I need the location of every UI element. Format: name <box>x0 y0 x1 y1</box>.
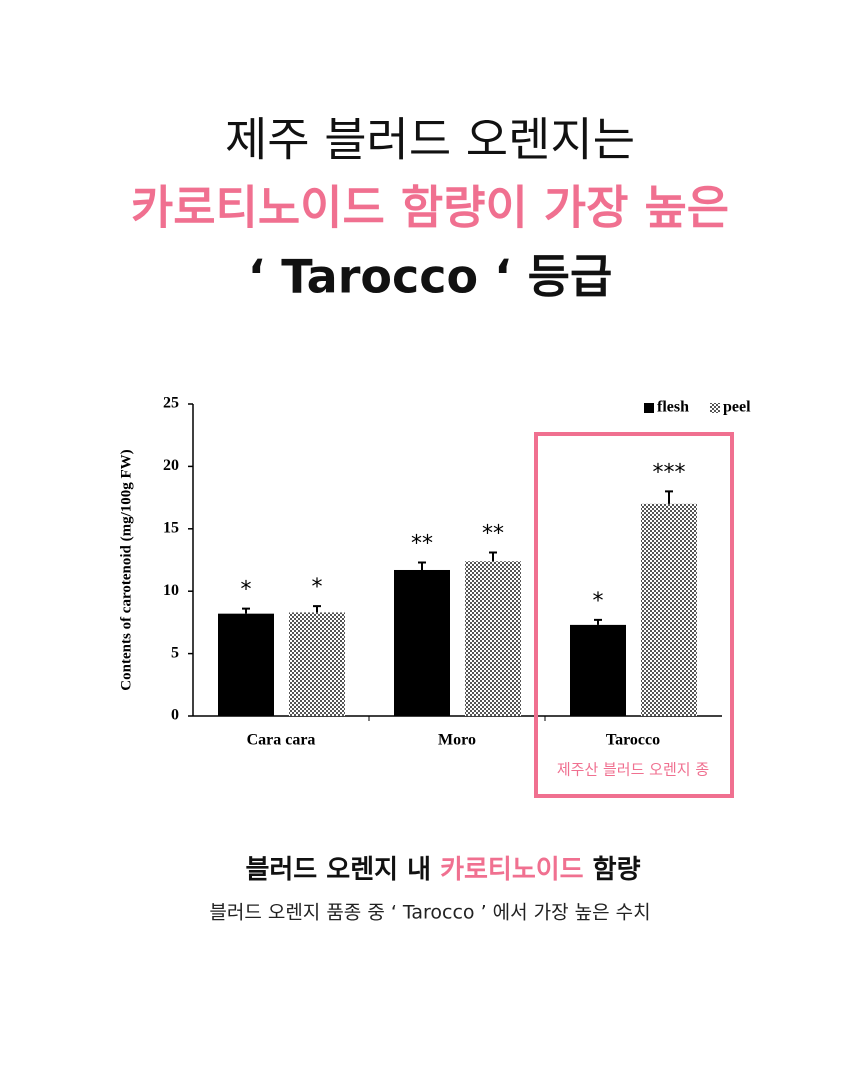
y-tick-label: 25 <box>163 395 179 412</box>
x-tick-label: Tarocco <box>606 732 660 749</box>
y-tick-label: 0 <box>171 707 179 724</box>
x-tick-label: Cara cara <box>247 732 316 749</box>
caption-title: 블러드 오렌지 내 카로티노이드 함량 <box>245 855 640 885</box>
y-tick-label: 10 <box>163 582 179 599</box>
significance: ** <box>482 522 504 547</box>
legend-label: peel <box>723 399 751 416</box>
y-axis-title: Contents of carotenoid (mg/100g FW) <box>118 449 134 690</box>
error-bar <box>418 561 426 570</box>
bar <box>465 561 521 716</box>
legend-swatch <box>710 403 720 413</box>
legend-swatch <box>644 403 654 413</box>
x-tick-label: Moro <box>438 732 476 749</box>
bar <box>641 503 697 716</box>
legend-label: flesh <box>657 399 689 416</box>
headline-highlight: 카로티노이드 함량이 가장 높은 <box>131 181 729 235</box>
caption-part: 함량 <box>584 855 641 885</box>
significance: *** <box>653 460 686 485</box>
bar <box>289 612 345 716</box>
headline: 제주 블러드 오렌지는 <box>225 113 635 167</box>
significance: ** <box>411 531 433 556</box>
significance: * <box>241 578 252 603</box>
highlight-label: 제주산 블러드 오렌지 종 <box>557 761 709 779</box>
error-bar <box>242 607 250 614</box>
error-bar <box>594 618 602 625</box>
chart: 0 5 10 15 20 25 Contents of carotenoid (mg/100… <box>118 395 751 798</box>
y-tick-label: 15 <box>163 519 179 536</box>
caption-subtitle: 블러드 오렌지 품종 중 ‘ Tarocco ’ 에서 가장 높은 수치 <box>209 902 650 924</box>
significance: * <box>312 575 323 600</box>
bar <box>394 569 450 716</box>
y-tick-label: 5 <box>171 644 179 661</box>
headline: ‘ Tarocco ‘ 등급 <box>248 250 613 304</box>
error-bar <box>313 605 321 613</box>
significance: * <box>593 589 604 614</box>
y-tick-label: 20 <box>163 457 179 474</box>
caption-part: 블러드 오렌지 내 <box>245 855 440 885</box>
error-bar <box>665 490 673 504</box>
bar <box>570 624 626 716</box>
error-bar <box>489 551 497 562</box>
caption-part: 카로티노이드 <box>440 855 584 885</box>
bar <box>218 613 274 716</box>
highlight-box <box>534 432 734 798</box>
